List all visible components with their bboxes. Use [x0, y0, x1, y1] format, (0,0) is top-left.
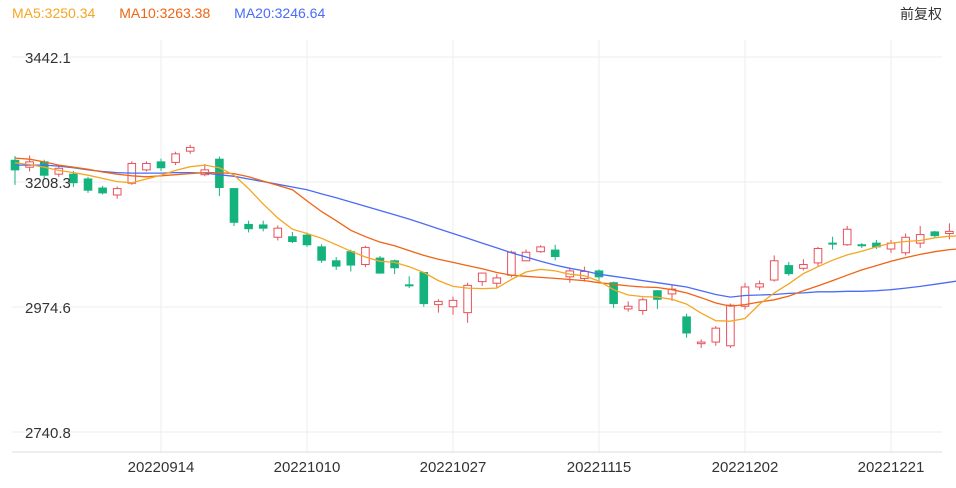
candle-body	[112, 188, 122, 196]
ma20-line	[15, 164, 956, 298]
candle-body	[419, 272, 429, 305]
candle-body	[842, 228, 852, 246]
candle-body	[784, 265, 794, 275]
candle-body	[448, 299, 458, 308]
candle-body	[404, 284, 414, 287]
candle-body	[755, 283, 764, 288]
candle-body	[609, 282, 618, 305]
candle-body	[98, 187, 107, 194]
legend-ma10: MA10:3263.38	[119, 5, 211, 21]
candle-body	[492, 277, 502, 284]
x-tick-label: 20221202	[712, 459, 779, 476]
y-tick-label: 2974.6	[25, 300, 71, 317]
candle-body	[740, 286, 750, 307]
candle-body	[769, 260, 779, 281]
candle-body	[813, 247, 823, 264]
ma5-line	[14, 162, 956, 322]
candle-body	[945, 230, 954, 235]
candle-body	[711, 327, 721, 343]
candle-body	[156, 161, 166, 169]
candle-body	[638, 299, 648, 312]
candle-body	[901, 236, 910, 254]
candle-body	[857, 244, 867, 247]
candle-body	[375, 257, 385, 274]
candle-body	[930, 231, 940, 237]
candle-body	[550, 249, 560, 258]
candle-body	[288, 236, 297, 243]
candle-body	[83, 178, 93, 191]
candle-body	[390, 260, 399, 269]
y-tick-label: 3442.1	[25, 50, 71, 67]
candle-body	[915, 234, 925, 244]
legend-ma5: MA5:3250.34	[12, 5, 96, 21]
x-tick-label: 20221010	[274, 459, 341, 476]
candle-body	[507, 251, 516, 276]
candle-body	[258, 224, 268, 229]
candle-body	[244, 223, 253, 230]
candle-body	[434, 300, 443, 306]
candle-body	[331, 260, 341, 267]
x-tick-label: 20221221	[858, 459, 925, 476]
candle-body	[69, 173, 78, 184]
legend-ma20: MA20:3246.64	[234, 5, 326, 21]
candle-body	[229, 188, 239, 223]
candle-body	[346, 251, 356, 266]
candle-body	[828, 242, 837, 245]
candle-body	[317, 246, 326, 261]
candle-body	[302, 234, 312, 246]
ma-legend: MA5:3250.34 MA10:3263.38 MA20:3246.64	[12, 5, 345, 21]
candle-body	[682, 316, 691, 334]
candle-body	[799, 264, 808, 269]
ma10-line	[14, 157, 956, 307]
candle-body	[623, 305, 633, 310]
candle-body	[477, 272, 487, 283]
candle-body	[185, 146, 195, 152]
candle-body	[463, 284, 472, 314]
y-tick-label: 3208.3	[25, 175, 71, 192]
x-tick-label: 20221115	[567, 459, 632, 476]
candle-body	[39, 161, 49, 176]
candle-body	[273, 227, 283, 238]
candle-body	[653, 290, 662, 300]
candle-body	[171, 153, 180, 163]
x-tick-label: 20220914	[128, 459, 195, 476]
adjust-toggle-button[interactable]: 前复权	[900, 7, 942, 23]
y-tick-label: 2740.8	[25, 425, 71, 442]
candle-body	[696, 341, 706, 345]
candle-body	[142, 162, 151, 171]
x-tick-label: 20221027	[420, 459, 487, 476]
candle-body	[536, 246, 545, 253]
candle-body	[726, 304, 735, 347]
